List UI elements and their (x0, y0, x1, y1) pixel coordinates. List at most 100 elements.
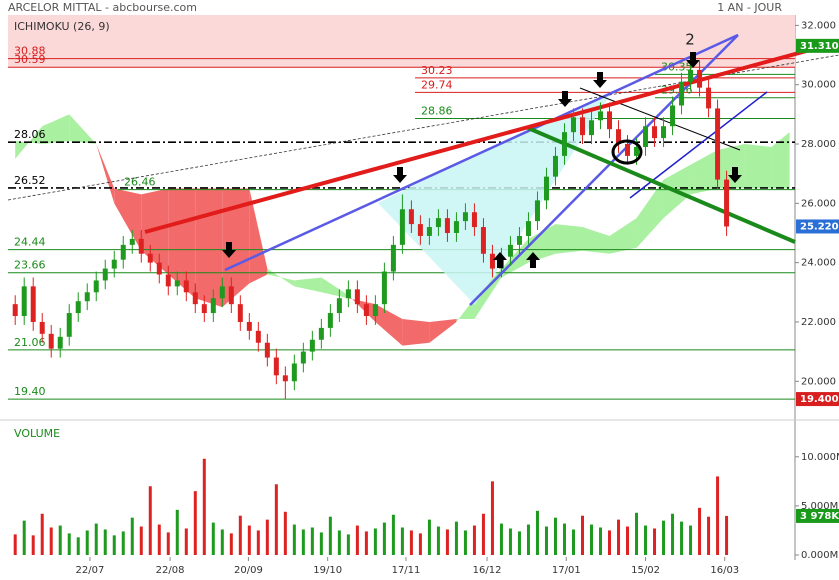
trend-line (579, 87, 741, 151)
candle-body (399, 209, 405, 245)
volume-bar (463, 530, 467, 555)
candle-body (129, 238, 135, 245)
candle-body (607, 111, 613, 130)
volume-bar (283, 511, 287, 555)
candles (12, 60, 730, 555)
candle-body (588, 120, 594, 136)
candle-body (634, 146, 640, 156)
x-tick-label: 16/12 (473, 565, 502, 576)
candle-body (652, 126, 658, 139)
cloud-segment (294, 277, 322, 293)
x-tick-label: 17/01 (552, 565, 581, 576)
arrow (728, 167, 742, 183)
level-label: 30.59 (14, 53, 46, 66)
candle-body (147, 253, 153, 263)
cloud-segment (114, 188, 142, 251)
annotations (222, 52, 742, 268)
candle-body (462, 212, 468, 222)
volume-bar (256, 530, 260, 555)
candle-body (102, 268, 108, 281)
candle-body (93, 280, 99, 293)
level-label: 23.66 (14, 259, 46, 272)
candle-body (48, 333, 54, 349)
cloud-segment (528, 224, 556, 263)
y-tick-label: 32.000 (801, 20, 836, 31)
price-tag (796, 219, 839, 234)
volume-bar (220, 529, 224, 555)
x-tick-label: 22/07 (76, 565, 105, 576)
candle-body (390, 244, 396, 272)
volume-bar (148, 486, 152, 555)
candle-body (165, 274, 171, 287)
cloud-segment (744, 144, 772, 189)
level-label: 21.06 (14, 336, 46, 349)
highlight-zone (378, 95, 610, 305)
volume-bar (707, 516, 711, 555)
levels: 30.8830.5930.2329.7430.3529.5628.8628.06… (8, 45, 795, 400)
candle-body (453, 221, 459, 233)
candle-body (156, 262, 162, 275)
volume-bar (310, 527, 314, 555)
candle-body (30, 286, 36, 322)
volume-bar (436, 526, 440, 555)
y-tick-label: 5.000M (801, 501, 838, 512)
price-tag-label: 19.400 (800, 394, 839, 405)
cloud-segment (636, 179, 664, 248)
arrow (593, 72, 607, 88)
cloud-segment (555, 224, 583, 254)
candle-body (363, 304, 369, 317)
candle-body (480, 227, 486, 254)
candle-body (525, 221, 531, 236)
candle-body (336, 298, 342, 314)
volume-bar (716, 476, 720, 555)
volume-bar (130, 517, 134, 555)
volume-bar (608, 530, 612, 555)
candle-body (57, 336, 63, 349)
arrow (686, 52, 700, 68)
candle-body (643, 126, 649, 147)
volume-bar (689, 525, 693, 555)
level-label: 30.35 (661, 60, 693, 73)
y-tick-label: 24.000 (801, 258, 836, 269)
volume-bar (391, 514, 395, 555)
volume-bar (58, 525, 62, 555)
volume-bar (355, 525, 359, 555)
candle-body (264, 342, 270, 358)
candle-body (192, 292, 198, 305)
candle-body (300, 351, 306, 364)
candle-body (372, 304, 378, 317)
candle-body (201, 304, 207, 314)
volume-bar (671, 513, 675, 555)
candle-body (697, 69, 703, 88)
volume-bar (626, 526, 630, 555)
arrow (393, 167, 407, 183)
x-tick-label: 19/10 (313, 565, 342, 576)
candle-body (84, 292, 90, 302)
volume-bar (481, 513, 485, 555)
candle-body (408, 209, 414, 225)
level-label: 26.46 (124, 176, 156, 189)
volume-bar (22, 520, 26, 555)
x-tick-label: 17/11 (392, 565, 421, 576)
volume-bar (400, 527, 404, 555)
volume-bar (526, 524, 530, 555)
candle-body (21, 286, 27, 317)
volume-bar (725, 515, 729, 555)
candle-body (616, 129, 622, 145)
price-tag-label: 31.310 (800, 41, 839, 52)
candle-body (426, 227, 432, 236)
candle-body (625, 144, 631, 156)
volume-bar (94, 523, 98, 555)
candle-body (183, 280, 189, 293)
candle-body (489, 253, 495, 269)
y-tick-label: 22.000 (801, 317, 836, 328)
volume-bar (644, 525, 648, 555)
cloud-segment (429, 318, 457, 343)
level-label: 30.23 (421, 64, 453, 77)
arrow (493, 252, 507, 268)
volume-bar (517, 531, 521, 555)
volume-bar (202, 458, 206, 555)
volume-bar (211, 522, 215, 555)
volume-bar (599, 527, 603, 555)
candle-body (75, 301, 81, 314)
